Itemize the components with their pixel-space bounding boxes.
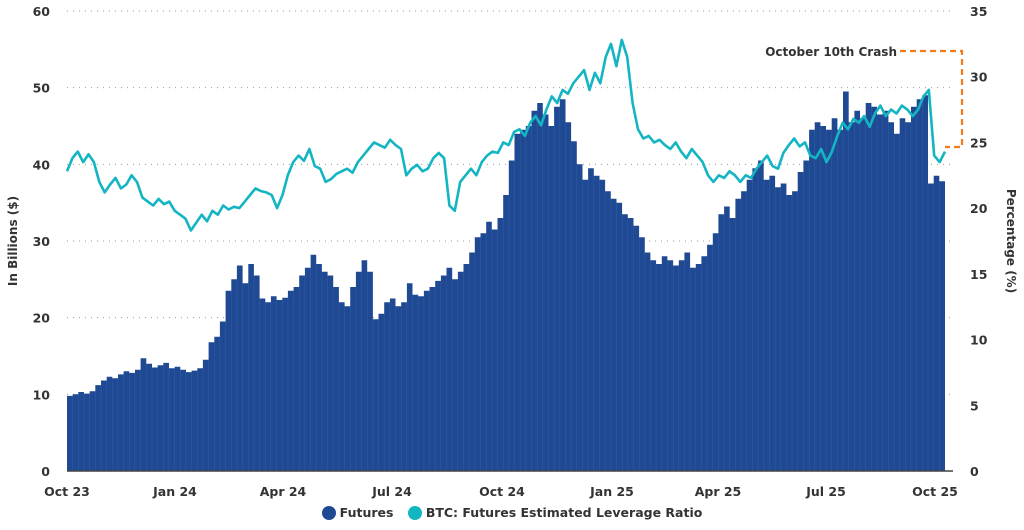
futures-dot-icon: [321, 505, 336, 520]
svg-text:30: 30: [970, 70, 988, 85]
svg-text:0: 0: [970, 464, 979, 479]
svg-text:10: 10: [970, 333, 988, 348]
svg-text:Apr 24: Apr 24: [260, 484, 307, 499]
left-y-axis-ticks: 0 10 20 30 40 50 60: [33, 4, 51, 479]
right-y-axis-ticks: 0 5 10 15 20 25 30 35: [970, 4, 988, 479]
x-axis-ticks: Oct 23 Jan 24 Apr 24 Jul 24 Oct 24 Jan 25 Apr …: [44, 484, 958, 499]
leverage-dot-icon: [407, 505, 422, 520]
svg-text:40: 40: [33, 157, 51, 172]
annotation-label: October 10th Crash: [765, 45, 897, 59]
svg-text:Oct 24: Oct 24: [479, 484, 525, 499]
svg-text:Jan 25: Jan 25: [589, 484, 634, 499]
svg-text:15: 15: [970, 267, 987, 282]
svg-text:20: 20: [33, 311, 51, 326]
svg-text:Jul 24: Jul 24: [371, 484, 412, 499]
legend: Futures BTC: Futures Estimated Leverage …: [0, 505, 1024, 523]
svg-text:5: 5: [970, 398, 979, 413]
svg-text:Oct 23: Oct 23: [44, 484, 90, 499]
svg-text:25: 25: [970, 135, 987, 150]
svg-text:Jan 24: Jan 24: [152, 484, 197, 499]
legend-item-futures[interactable]: Futures: [321, 505, 394, 520]
leverage-line: [65, 38, 947, 232]
legend-label-futures: Futures: [339, 505, 394, 520]
svg-text:20: 20: [970, 201, 988, 216]
svg-text:Jul 25: Jul 25: [805, 484, 846, 499]
svg-text:0: 0: [41, 464, 50, 479]
svg-text:30: 30: [33, 234, 51, 249]
svg-text:50: 50: [33, 81, 51, 96]
right-axis-title: Percentage (%): [1004, 189, 1018, 293]
legend-label-leverage: BTC: Futures Estimated Leverage Ratio: [425, 505, 703, 520]
svg-text:60: 60: [33, 4, 51, 19]
left-axis-title: In Billions ($): [6, 196, 20, 286]
legend-item-leverage[interactable]: BTC: Futures Estimated Leverage Ratio: [407, 505, 703, 520]
svg-text:35: 35: [970, 4, 987, 19]
futures-bars: [67, 91, 945, 471]
svg-text:Apr 25: Apr 25: [695, 484, 742, 499]
october-crash-annotation: October 10th Crash: [765, 45, 964, 149]
svg-text:10: 10: [33, 387, 51, 402]
svg-text:Oct 25: Oct 25: [912, 484, 958, 499]
